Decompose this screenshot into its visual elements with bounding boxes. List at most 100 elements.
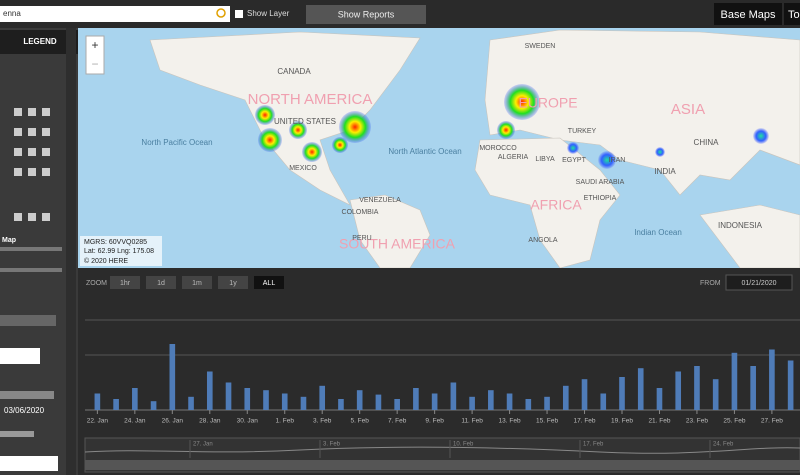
bar: [188, 396, 194, 410]
bar: [525, 399, 532, 410]
map-label: CANADA: [277, 67, 311, 76]
map-label: MEXICO: [289, 165, 317, 172]
slider[interactable]: [0, 391, 54, 399]
map-label: Map: [2, 237, 16, 244]
bar: [637, 368, 644, 410]
range-label: 1y: [229, 280, 237, 287]
x-tick-label: 17. Feb: [574, 418, 596, 425]
navigator-label: 24. Feb: [713, 442, 734, 448]
checkbox[interactable]: [235, 10, 243, 18]
base-maps-button[interactable]: [714, 3, 782, 25]
coords-box: [80, 236, 162, 266]
range-button[interactable]: [110, 276, 140, 289]
show-reports-button[interactable]: [306, 5, 426, 24]
map-label: North Pacific Ocean: [141, 138, 212, 147]
x-tick-label: 9. Feb: [425, 418, 444, 425]
slider[interactable]: [0, 247, 62, 251]
navigator-label: 3. Feb: [323, 442, 341, 448]
x-tick-label: 27. Feb: [761, 418, 783, 425]
bar: [225, 382, 232, 410]
bar: [750, 366, 756, 410]
zoom-in[interactable]: +: [91, 38, 98, 52]
bar: [712, 379, 719, 410]
copyright: © 2020 HERE: [84, 257, 128, 265]
bar: [431, 393, 438, 410]
range-button[interactable]: [254, 276, 284, 289]
x-tick-label: 5. Feb: [350, 418, 369, 425]
map-label: Indian Ocean: [634, 228, 682, 237]
x-tick-label: 21. Feb: [648, 418, 670, 425]
from-label: FROM: [700, 280, 721, 287]
map-label: ANGOLA: [528, 237, 558, 244]
map-label: LIBYA: [535, 156, 555, 163]
bar: [375, 394, 382, 410]
map-label: ETHIOPIA: [584, 195, 617, 202]
bar: [169, 344, 176, 410]
bar: [600, 393, 607, 410]
bar: [787, 360, 794, 410]
legend-header: [0, 30, 78, 54]
x-tick-label: 22. Jan: [87, 418, 109, 425]
layer-icons: [14, 108, 50, 221]
from-input[interactable]: [725, 274, 793, 291]
map-label: PERU: [352, 235, 371, 242]
bar: [544, 396, 550, 410]
map-label: COLOMBIA: [342, 209, 379, 216]
x-tick-label: 24. Jan: [124, 418, 146, 425]
map-label: EUROPE: [518, 95, 577, 111]
lat-lng: Lat: 62.99 Lng: 175.08: [84, 248, 154, 255]
x-tick-label: 1. Feb: [276, 418, 295, 425]
bar: [469, 396, 475, 410]
legend: LEGEND: [23, 37, 57, 46]
filter-box[interactable]: [0, 348, 40, 364]
map-label: AFRICA: [530, 197, 582, 213]
bar: [675, 371, 682, 410]
range-label: 1hr: [120, 280, 131, 287]
map-label: INDIA: [654, 167, 676, 176]
zoom-out[interactable]: −: [91, 57, 98, 71]
map-label: NORTH AMERICA: [248, 91, 373, 108]
bar: [244, 388, 251, 410]
bar: [731, 352, 738, 410]
zoom-control[interactable]: [85, 35, 105, 75]
bar: [413, 388, 419, 410]
bar: [506, 393, 513, 410]
x-tick-label: 26. Jan: [162, 418, 184, 425]
bar: [281, 393, 288, 410]
range-button[interactable]: [218, 276, 248, 289]
range-button[interactable]: [146, 276, 176, 289]
map-label: VENEZUELA: [359, 197, 401, 204]
toggle[interactable]: [0, 431, 34, 437]
x-tick-label: 13. Feb: [499, 418, 521, 425]
map-label: SOUTH AMERICA: [339, 236, 456, 252]
show-reports: Show Reports: [338, 9, 395, 19]
search-box[interactable]: [0, 6, 230, 22]
bar: [656, 388, 663, 410]
bar: [300, 396, 307, 410]
range-label: 1m: [192, 280, 202, 287]
map-label: MOROCCO: [479, 145, 517, 152]
x-tick-label: 28. Jan: [199, 418, 221, 425]
bar: [206, 371, 213, 410]
search-icon[interactable]: [216, 8, 226, 18]
search-box-2[interactable]: [0, 456, 58, 471]
range-button[interactable]: [182, 276, 212, 289]
x-tick-label: 15. Feb: [536, 418, 558, 425]
bar: [338, 399, 344, 410]
bar: [619, 377, 625, 410]
mgrs: MGRS: 60VVQ0285: [84, 239, 147, 246]
tools-button[interactable]: [784, 3, 800, 25]
dropdown[interactable]: [0, 315, 56, 326]
range-label: ALL: [263, 280, 276, 287]
navigator-scrollbar[interactable]: [85, 460, 800, 470]
map-label: CHINA: [694, 138, 720, 147]
x-tick-label: 23. Feb: [686, 418, 708, 425]
bar: [488, 390, 494, 410]
map-label: SWEDEN: [525, 43, 556, 50]
range-label: 1d: [157, 280, 165, 287]
x-tick-label: 25. Feb: [723, 418, 745, 425]
from-date: 01/21/2020: [741, 280, 776, 287]
slider[interactable]: [0, 268, 62, 272]
map-label: North Atlantic Ocean: [388, 147, 461, 156]
